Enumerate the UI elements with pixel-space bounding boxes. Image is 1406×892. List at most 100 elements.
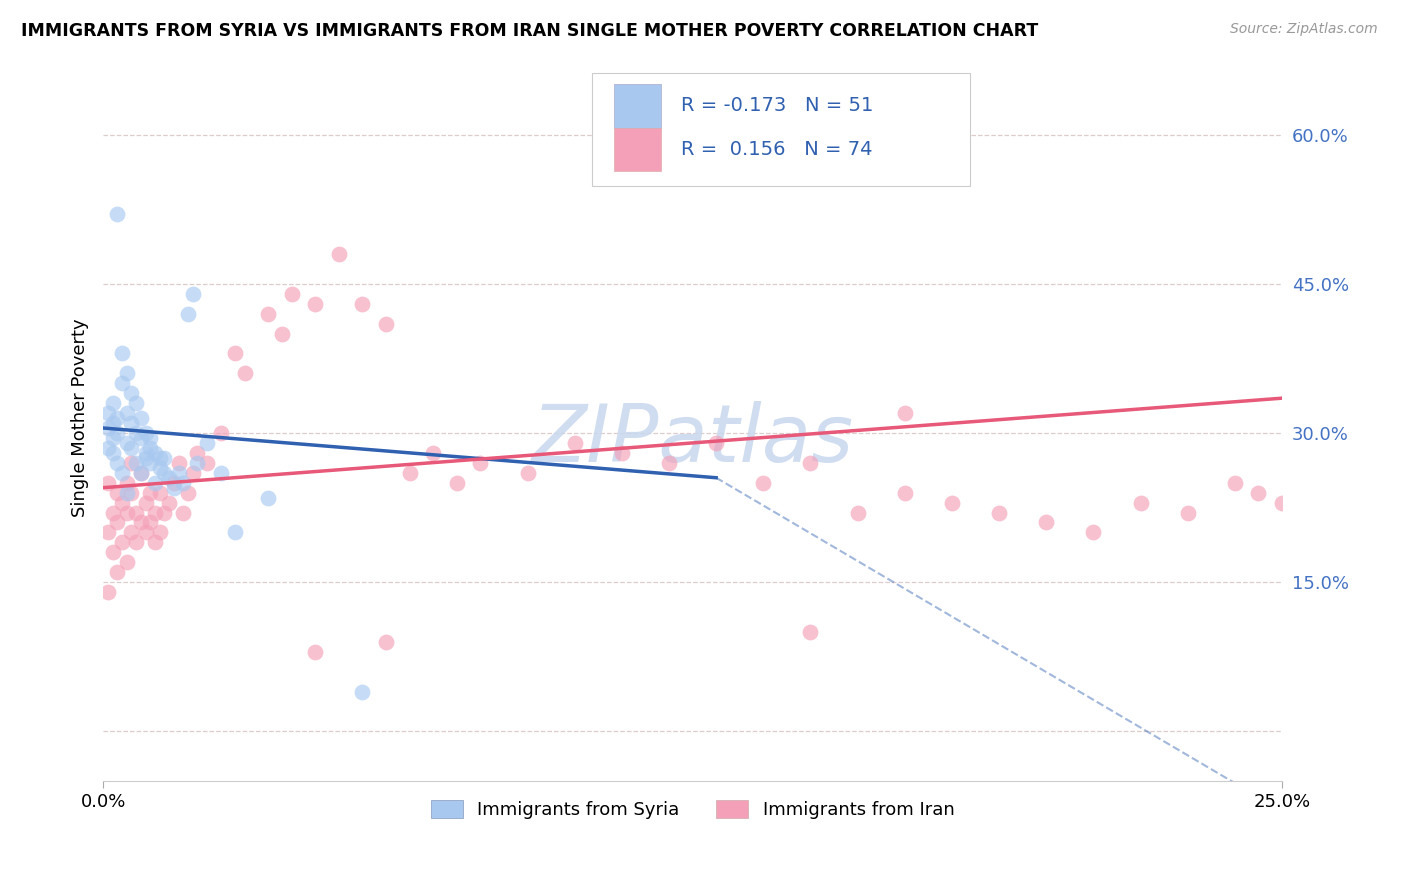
Point [115, 475, 138, 490]
Point [1271, 495, 1294, 509]
Point [209, 466, 232, 480]
Point [97, 406, 120, 420]
Point [143, 446, 166, 460]
Point [195, 436, 218, 450]
Point [610, 446, 633, 460]
Point [135, 525, 157, 540]
Point [280, 286, 302, 301]
Point [111, 376, 134, 391]
Point [105, 425, 128, 440]
Point [115, 555, 138, 569]
Point [893, 485, 915, 500]
Point [704, 436, 727, 450]
Point [398, 466, 420, 480]
Point [988, 506, 1011, 520]
Point [125, 396, 148, 410]
Bar [613, 84, 661, 128]
Point [153, 506, 176, 520]
Point [195, 456, 218, 470]
Text: R =  0.156   N = 74: R = 0.156 N = 74 [681, 140, 872, 159]
Point [186, 446, 208, 460]
Point [271, 326, 294, 341]
Point [120, 386, 142, 401]
Point [115, 485, 138, 500]
Point [135, 495, 157, 509]
Point [143, 506, 166, 520]
Point [941, 495, 963, 509]
Point [1223, 475, 1246, 490]
Point [153, 450, 176, 465]
Point [115, 436, 138, 450]
Point [143, 475, 166, 490]
Point [752, 475, 775, 490]
Point [143, 535, 166, 549]
Point [352, 296, 374, 310]
Point [120, 456, 142, 470]
Y-axis label: Single Mother Poverty: Single Mother Poverty [72, 318, 89, 517]
Point [149, 525, 172, 540]
Point [209, 425, 232, 440]
Point [304, 645, 326, 659]
Point [181, 466, 204, 480]
Point [101, 416, 124, 430]
Text: IMMIGRANTS FROM SYRIA VS IMMIGRANTS FROM IRAN SINGLE MOTHER POVERTY CORRELATION : IMMIGRANTS FROM SYRIA VS IMMIGRANTS FROM… [21, 22, 1039, 40]
Point [135, 446, 157, 460]
Point [97, 475, 120, 490]
Point [177, 307, 200, 321]
Point [105, 207, 128, 221]
Point [149, 460, 172, 475]
Point [115, 367, 138, 381]
Point [125, 535, 148, 549]
Point [129, 466, 152, 480]
Point [658, 456, 681, 470]
Point [1247, 485, 1270, 500]
Point [422, 446, 444, 460]
Point [1083, 525, 1105, 540]
FancyBboxPatch shape [592, 73, 970, 186]
Point [564, 436, 586, 450]
Point [233, 367, 256, 381]
Point [149, 485, 172, 500]
Point [1129, 495, 1152, 509]
Point [135, 450, 157, 465]
Point [111, 495, 134, 509]
Point [129, 411, 152, 425]
Text: Source: ZipAtlas.com: Source: ZipAtlas.com [1230, 22, 1378, 37]
Point [105, 411, 128, 425]
Point [257, 491, 280, 505]
Point [139, 431, 162, 445]
Point [111, 466, 134, 480]
Point [157, 495, 180, 509]
Point [125, 506, 148, 520]
Point [111, 346, 134, 360]
Point [177, 485, 200, 500]
Point [139, 516, 162, 530]
Point [172, 506, 194, 520]
Point [105, 565, 128, 579]
Point [139, 485, 162, 500]
Point [799, 456, 821, 470]
Point [97, 525, 120, 540]
Point [97, 421, 120, 435]
Point [97, 585, 120, 599]
Point [846, 506, 869, 520]
Point [101, 396, 124, 410]
Point [115, 506, 138, 520]
Point [153, 466, 176, 480]
Point [181, 286, 204, 301]
Point [129, 431, 152, 445]
Point [101, 446, 124, 460]
Point [129, 516, 152, 530]
Point [224, 346, 246, 360]
Point [120, 441, 142, 455]
Point [125, 456, 148, 470]
Point [446, 475, 468, 490]
Point [125, 425, 148, 440]
Text: R = -0.173   N = 51: R = -0.173 N = 51 [681, 96, 873, 115]
Point [149, 450, 172, 465]
Point [101, 431, 124, 445]
Point [163, 481, 186, 495]
Point [157, 471, 180, 485]
Point [167, 466, 190, 480]
Point [893, 406, 915, 420]
